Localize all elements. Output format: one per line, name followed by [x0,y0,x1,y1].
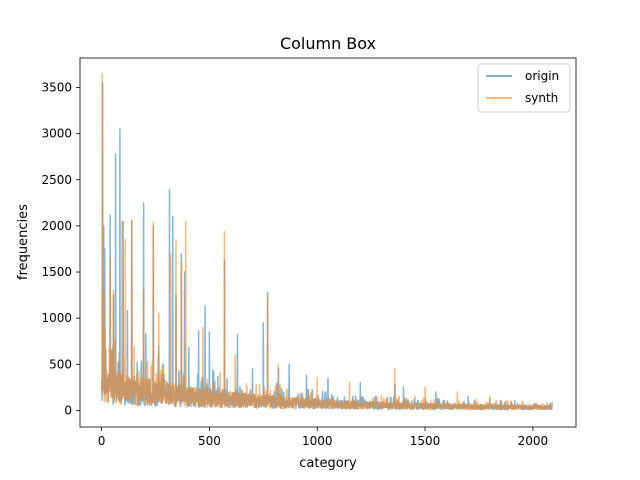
series-layer [100,72,553,411]
x-tick-label: 1500 [410,434,441,448]
y-tick-label: 3000 [41,127,72,141]
plot-frame [79,57,577,428]
x-tick-label: 500 [198,434,221,448]
x-axis-label: category [299,456,357,471]
y-tick-label: 1000 [41,311,72,325]
legend: origin synth [477,63,571,113]
y-ticks: 0 500 1000 1500 2000 2500 3000 3500 [41,81,80,417]
plot-area [80,58,576,427]
y-tick-label: 500 [49,357,72,371]
y-tick-label: 2000 [41,219,72,233]
series-line-synth [100,72,553,411]
legend-label-origin: origin [525,69,559,83]
x-ticks: 0 500 1000 1500 2000 [98,427,548,448]
x-tick-label: 0 [98,434,106,448]
x-tick-label: 2000 [518,434,549,448]
x-tick-label: 1000 [302,434,333,448]
y-tick-label: 1500 [41,265,72,279]
chart-title: Column Box [280,34,376,53]
y-tick-label: 0 [64,403,72,417]
y-tick-label: 2500 [41,173,72,187]
y-tick-label: 3500 [41,81,72,95]
legend-label-synth: synth [525,91,558,105]
y-axis-label: frequencies [16,204,31,280]
